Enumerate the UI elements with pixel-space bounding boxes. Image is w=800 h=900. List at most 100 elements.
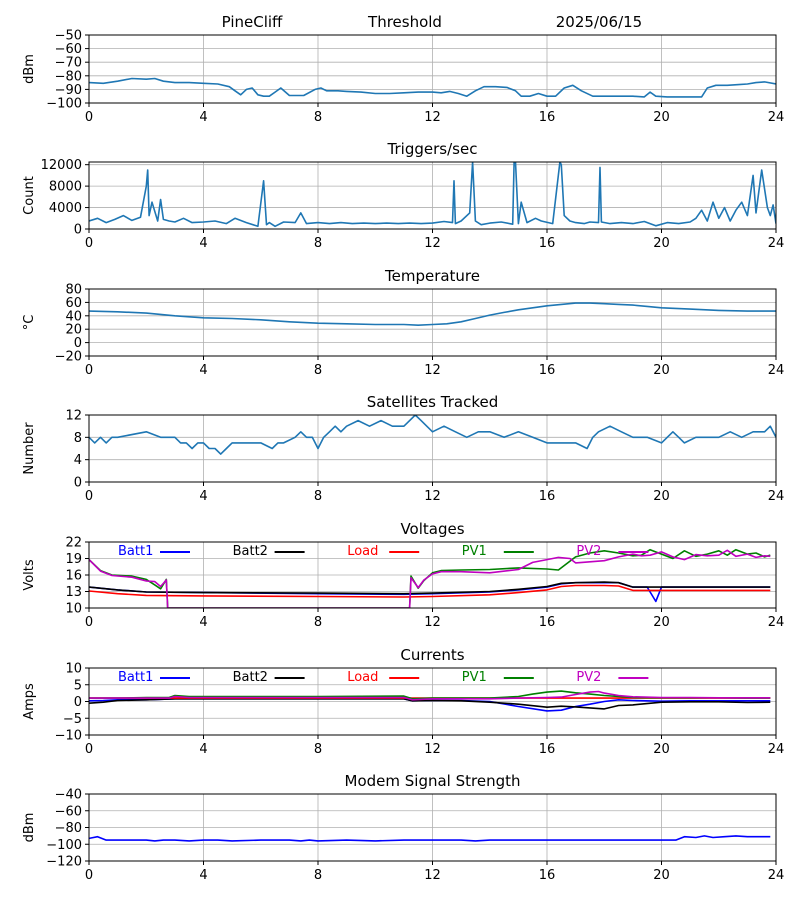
y-axis-label: °C <box>22 315 37 331</box>
x-tick-label: 20 <box>653 236 670 251</box>
y-tick-label: −120 <box>46 855 82 870</box>
x-tick-label: 16 <box>539 110 556 125</box>
x-tick-label: 12 <box>424 236 441 251</box>
y-tick-label: 0 <box>74 476 82 491</box>
x-tick-label: 24 <box>768 868 785 883</box>
x-tick-label: 12 <box>424 110 441 125</box>
station-name: PineCliff <box>222 13 283 31</box>
chart-title-mode: Threshold <box>367 13 442 31</box>
y-tick-label: −100 <box>46 838 82 853</box>
y-tick-label: 22 <box>65 536 82 551</box>
series-line-load <box>89 584 771 598</box>
legend-label-load: Load <box>347 670 378 685</box>
x-tick-label: 8 <box>314 489 322 504</box>
x-tick-label: 12 <box>424 615 441 630</box>
y-axis-label: dBm <box>22 813 37 843</box>
x-tick-label: 24 <box>768 489 785 504</box>
y-axis-label: Volts <box>22 559 37 591</box>
y-tick-label: −40 <box>55 788 82 803</box>
x-tick-label: 16 <box>539 615 556 630</box>
chart-triggers: 0 4 8 12 16 20 24 0 4000 8000 12000 Triggers/sec Cou… <box>22 140 784 251</box>
x-tick-label: 20 <box>653 110 670 125</box>
x-tick-label: 0 <box>85 110 93 125</box>
x-tick-label: 4 <box>199 110 207 125</box>
chart-title-currents: Currents <box>400 646 464 664</box>
y-tick-label: −70 <box>55 56 82 71</box>
series-line-signal <box>89 77 776 98</box>
y-tick-label: 0 <box>74 223 82 238</box>
legend-label-pv1: PV1 <box>462 544 487 559</box>
x-tick-label: 4 <box>199 868 207 883</box>
x-tick-label: 12 <box>424 489 441 504</box>
y-tick-label: 10 <box>65 602 82 617</box>
series-line-modem <box>89 835 771 842</box>
y-tick-label: 4000 <box>49 201 82 216</box>
x-tick-label: 8 <box>314 615 322 630</box>
legend-label-batt2: Batt2 <box>233 670 268 685</box>
x-tick-label: 20 <box>653 742 670 757</box>
x-tick-label: 16 <box>539 742 556 757</box>
x-tick-label: 8 <box>314 236 322 251</box>
x-tick-label: 8 <box>314 868 322 883</box>
x-tick-label: 24 <box>768 742 785 757</box>
x-tick-label: 16 <box>539 868 556 883</box>
legend-label-batt1: Batt1 <box>118 544 153 559</box>
report-date: 2025/06/15 <box>556 13 642 31</box>
x-tick-label: 24 <box>768 236 785 251</box>
y-tick-label: 10 <box>65 662 82 677</box>
x-tick-label: 12 <box>424 868 441 883</box>
x-tick-label: 4 <box>199 363 207 378</box>
y-tick-label: 8000 <box>49 180 82 195</box>
x-tick-label: 4 <box>199 236 207 251</box>
series-line-triggers <box>89 162 776 228</box>
y-tick-label: 4 <box>74 453 82 468</box>
x-tick-label: 4 <box>199 615 207 630</box>
x-tick-label: 8 <box>314 363 322 378</box>
series-line-pv2 <box>89 549 771 608</box>
legend-label-batt2: Batt2 <box>233 544 268 559</box>
chart-title-temperature: Temperature <box>384 267 480 285</box>
x-tick-label: 20 <box>653 615 670 630</box>
chart-signal: 0 4 8 12 16 20 24 −100−90−80−70−60−50 dBm <box>22 29 784 126</box>
y-tick-label: −10 <box>55 729 82 744</box>
x-tick-label: 8 <box>314 742 322 757</box>
y-tick-label: −60 <box>55 804 82 819</box>
y-tick-label: −5 <box>63 712 82 727</box>
series-line-pv1 <box>89 548 771 608</box>
series-line-temperature <box>89 302 776 327</box>
y-tick-label: −80 <box>55 821 82 836</box>
x-tick-label: 12 <box>424 363 441 378</box>
y-tick-label: −90 <box>55 83 82 98</box>
y-tick-label: 0 <box>74 695 82 710</box>
x-tick-label: 24 <box>768 363 785 378</box>
y-tick-label: 20 <box>65 323 82 338</box>
y-tick-label: 40 <box>65 309 82 324</box>
x-tick-label: 16 <box>539 489 556 504</box>
legend-label-batt1: Batt1 <box>118 670 153 685</box>
x-tick-label: 16 <box>539 363 556 378</box>
x-tick-label: 0 <box>85 236 93 251</box>
y-tick-label: 12 <box>65 409 82 424</box>
x-tick-label: 20 <box>653 868 670 883</box>
x-tick-label: 24 <box>768 110 785 125</box>
series-line-pv2 <box>89 690 771 701</box>
y-tick-label: 80 <box>65 283 82 298</box>
series-line-batt2 <box>89 581 771 595</box>
y-tick-label: 0 <box>74 336 82 351</box>
x-tick-label: 16 <box>539 236 556 251</box>
x-tick-label: 20 <box>653 363 670 378</box>
x-tick-label: 24 <box>768 615 785 630</box>
y-tick-label: 8 <box>74 431 82 446</box>
chart-modem: 0 4 8 12 16 20 24 −120 −100 −80 −60−40 Modem Signal… <box>22 772 784 883</box>
legend-label-load: Load <box>347 544 378 559</box>
y-axis-label: Amps <box>22 683 37 720</box>
x-tick-label: 0 <box>85 363 93 378</box>
chart-title-triggers: Triggers/sec <box>387 140 478 158</box>
x-tick-label: 0 <box>85 868 93 883</box>
y-tick-label: 16 <box>65 569 82 584</box>
legend-label-pv1: PV1 <box>462 670 487 685</box>
x-tick-label: 0 <box>85 489 93 504</box>
